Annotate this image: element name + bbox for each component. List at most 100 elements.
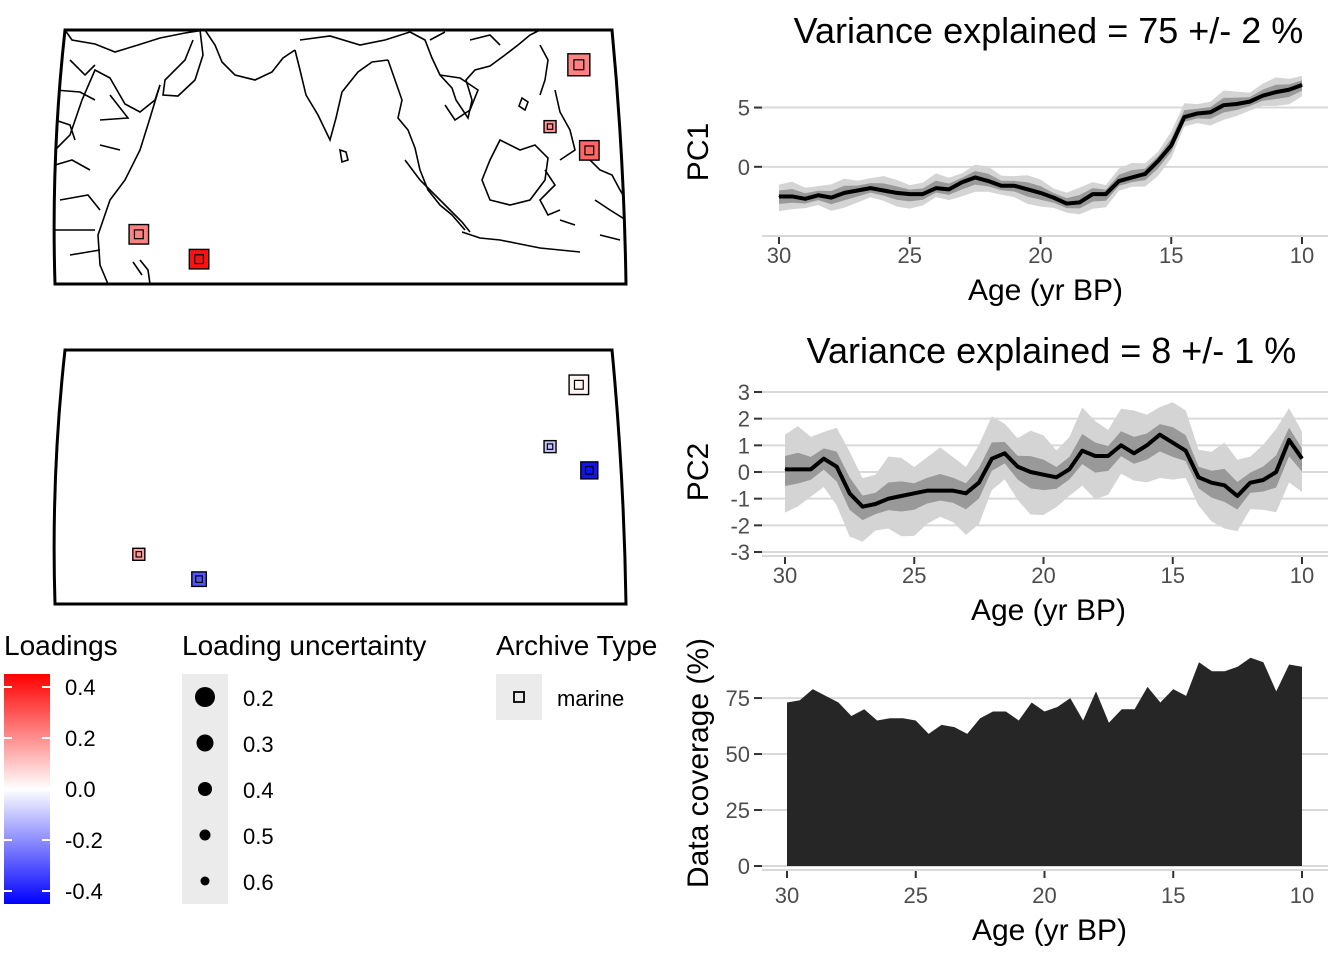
- chart-pc2: Variance explained = 8 +/- 1 %3210-1-2-3…: [682, 330, 1328, 627]
- x-tick-label: 25: [902, 563, 926, 588]
- site-marker-inner: [573, 379, 584, 390]
- y-tick-label: 50: [726, 742, 750, 767]
- data-point: [1066, 203, 1068, 205]
- data-point: [1000, 185, 1002, 187]
- x-tick-label: 30: [773, 563, 797, 588]
- y-tick-label: 5: [738, 96, 750, 121]
- archive-key-bg: [496, 674, 542, 720]
- data-point: [1301, 458, 1303, 460]
- data-point: [978, 482, 980, 484]
- data-point: [1081, 450, 1083, 452]
- data-point: [1157, 160, 1159, 162]
- legend-uncertainty: Loading uncertainty 0.2 0.3 0.4 0.5 0.6: [182, 630, 426, 904]
- uncertainty-key-dot: [200, 876, 210, 886]
- data-point: [1288, 439, 1290, 441]
- loadings-label: -0.4: [65, 879, 103, 904]
- x-tick-label: 10: [1290, 563, 1314, 588]
- data-point: [1275, 91, 1277, 93]
- legend-archive: Archive Type marine: [496, 630, 657, 720]
- coastlines-2: [55, 350, 626, 604]
- data-point: [896, 192, 898, 194]
- data-point: [1133, 452, 1135, 454]
- data-point: [922, 193, 924, 195]
- data-point: [784, 468, 786, 470]
- site-marker-inner: [584, 145, 595, 156]
- map-border-2: [52, 348, 628, 606]
- uncertainty-label: 0.4: [243, 778, 274, 803]
- legend-uncertainty-title: Loading uncertainty: [182, 630, 426, 661]
- data-point: [1172, 442, 1174, 444]
- data-point: [836, 466, 838, 468]
- data-point: [1131, 176, 1133, 178]
- data-point: [823, 458, 825, 460]
- data-point: [1043, 474, 1044, 476]
- site-marker-inner: [546, 123, 554, 130]
- x-tick-label: 10: [1290, 883, 1314, 908]
- x-tick-label: 30: [775, 883, 799, 908]
- uncertainty-label: 0.3: [243, 732, 274, 757]
- data-point: [1040, 192, 1041, 194]
- data-point: [1223, 104, 1225, 106]
- data-point: [965, 492, 967, 494]
- site-marker-inner: [546, 443, 554, 450]
- y-tick-label: 25: [726, 798, 750, 823]
- uncertainty-band-inner: [785, 424, 1302, 521]
- loadings-label: 0.0: [65, 777, 96, 802]
- site-marker-inner: [584, 465, 594, 475]
- y-tick-label: 0: [738, 854, 750, 879]
- data-point: [1198, 476, 1200, 478]
- x-tick-label: 15: [1161, 883, 1185, 908]
- chart-title: Variance explained = 8 +/- 1 %: [807, 330, 1297, 371]
- data-point: [1159, 434, 1161, 436]
- site-marker-inner: [135, 551, 143, 558]
- legend-loadings: Loadings 0.4 0.2 0.0 -0.2 -0.4: [4, 630, 118, 904]
- loadings-label: 0.4: [65, 675, 96, 700]
- data-point: [1030, 471, 1032, 473]
- data-point: [856, 190, 858, 192]
- data-point: [900, 495, 902, 497]
- y-tick-label: -3: [730, 540, 750, 565]
- loadings-label: -0.2: [65, 828, 103, 853]
- y-tick-label: 2: [738, 407, 750, 432]
- data-point: [1053, 197, 1055, 199]
- data-point: [1196, 112, 1198, 114]
- chart-data-coverage: 75 50 25 0 30 25 20 15 10 Age (yr BP) Data coverag…: [682, 638, 1328, 947]
- x-tick-label: 10: [1290, 243, 1314, 268]
- y-tick-label: -1: [730, 487, 750, 512]
- x-tick-label: 25: [898, 243, 922, 268]
- data-point: [843, 192, 845, 194]
- x-tick-label: 20: [1031, 563, 1055, 588]
- site-marker-inner: [195, 575, 203, 584]
- data-point: [810, 468, 812, 470]
- data-point: [987, 180, 989, 182]
- data-point: [1144, 173, 1146, 175]
- data-point: [974, 176, 976, 178]
- loadings-label: 0.2: [65, 726, 96, 751]
- data-point: [804, 198, 806, 200]
- data-point: [1301, 84, 1303, 86]
- data-point: [1004, 452, 1006, 454]
- data-point: [1092, 193, 1094, 195]
- data-point: [1236, 103, 1238, 105]
- data-point: [1026, 188, 1028, 190]
- data-point: [926, 490, 928, 492]
- y-axis-title: Data coverage (%): [682, 638, 715, 888]
- uncertainty-key-dot: [198, 782, 212, 796]
- data-point: [1236, 495, 1238, 497]
- data-point: [830, 197, 832, 199]
- x-tick-label: 30: [767, 243, 791, 268]
- uncertainty-key-dot: [195, 687, 215, 707]
- data-point: [1262, 479, 1264, 481]
- coverage-area: [787, 657, 1302, 866]
- y-tick-label: 0: [738, 460, 750, 485]
- data-point: [1249, 101, 1251, 103]
- x-axis-title: Age (yr BP): [971, 594, 1126, 627]
- y-tick-label: -2: [730, 513, 750, 538]
- coastlines-1: [54, 30, 627, 284]
- y-tick-label: 1: [738, 433, 750, 458]
- map-sites-1: [128, 53, 600, 270]
- x-tick-label: 20: [1028, 243, 1052, 268]
- data-point: [1249, 482, 1251, 484]
- uncertainty-key-dot: [196, 734, 214, 752]
